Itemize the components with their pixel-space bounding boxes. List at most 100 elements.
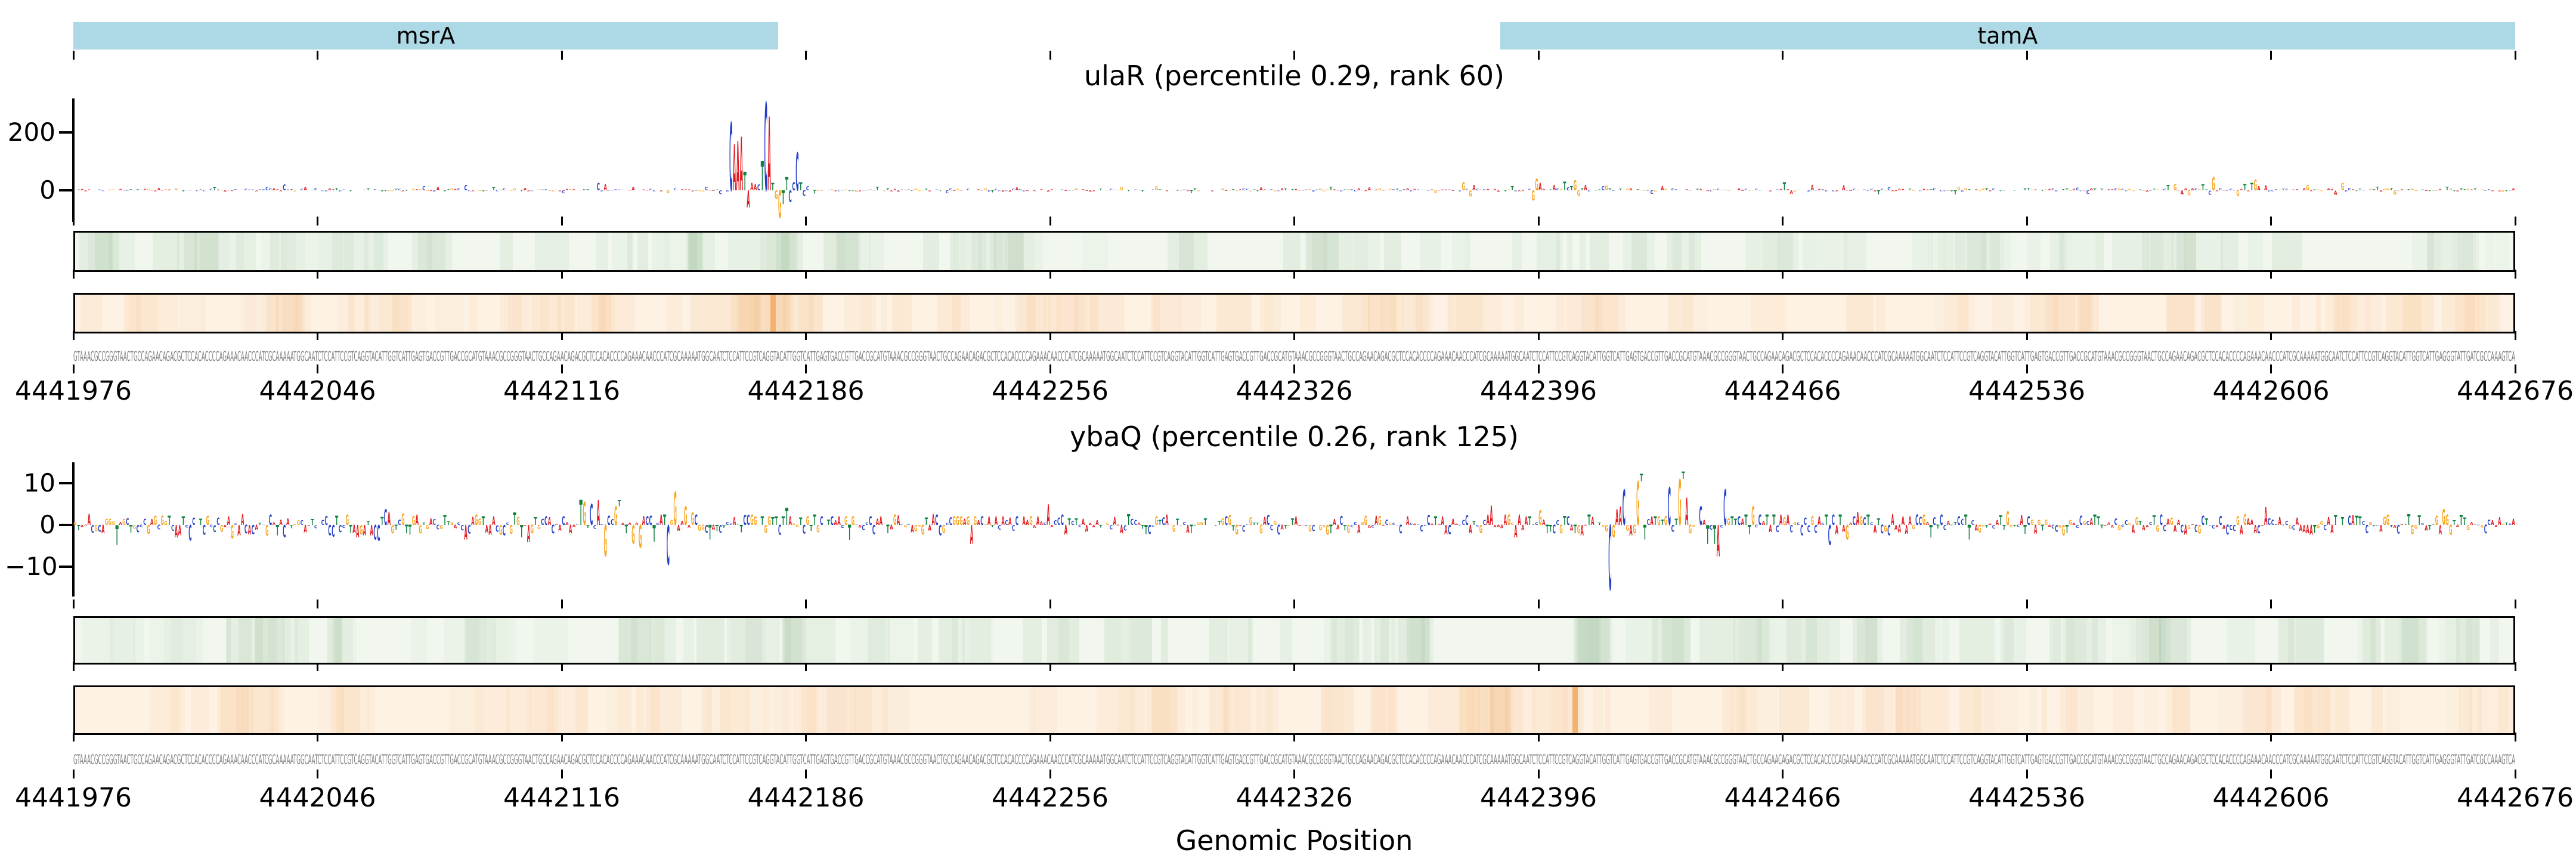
logo-letter: A — [273, 521, 275, 526]
band-stripe — [667, 295, 683, 332]
band-stripe — [652, 233, 671, 270]
band-stripe — [1151, 687, 1179, 733]
logo-letter: A — [178, 523, 181, 539]
band-stripe — [449, 687, 484, 733]
logo-letter: T — [2002, 190, 2006, 191]
band-stripe — [2490, 618, 2500, 663]
band-stripe — [2357, 618, 2380, 663]
logo-letter: T — [652, 520, 655, 548]
logo-letter: A — [1542, 519, 1545, 527]
x-tick-label: 4442256 — [992, 783, 1109, 813]
logo-letter: A — [2512, 517, 2515, 527]
band-stripe — [512, 295, 522, 332]
logo-letter: T — [2066, 524, 2069, 536]
logo-letter: C — [209, 525, 212, 527]
logo-letter: T — [1950, 190, 1955, 193]
logo-letter: C — [2421, 523, 2424, 526]
logo-letter: G — [1323, 525, 1326, 528]
logo-letter: T — [886, 523, 890, 536]
logo-letter: T — [695, 190, 698, 191]
band-stripe — [2402, 618, 2426, 663]
logo-letter: G — [1978, 190, 1981, 191]
band-stripe — [270, 233, 296, 270]
logo-letter: C — [137, 524, 140, 536]
logo-letter: A — [2400, 189, 2404, 191]
band-stripe — [760, 233, 797, 270]
logo-letter: C — [980, 515, 983, 529]
logo-letter: A — [628, 190, 632, 191]
logo-letter: A — [688, 524, 691, 529]
logo-letter: A — [304, 186, 307, 191]
logo-letter: G — [122, 517, 125, 527]
band-stripe — [645, 687, 661, 733]
logo-letter: A — [1368, 186, 1371, 191]
logo-letter: G — [750, 512, 753, 529]
axis-tick — [805, 270, 807, 279]
logo-letter: A — [527, 190, 530, 192]
band-stripe — [1907, 618, 1936, 663]
logo-letter: A — [2181, 189, 2184, 196]
gene-label-msrA: msrA — [396, 23, 456, 49]
logo-letter: A — [646, 190, 649, 191]
band-stripe — [1247, 618, 1253, 663]
band-stripe — [1354, 233, 1381, 270]
logo-letter: A — [304, 524, 307, 536]
logo-letter: C — [865, 522, 868, 526]
logo-letter: T — [513, 509, 516, 529]
logo-letter: T — [2460, 189, 2463, 191]
x-tick-label: 4441976 — [15, 783, 132, 813]
logo-letter: A — [2264, 184, 2268, 192]
logo-letter: T — [534, 515, 538, 528]
band-stripe — [2362, 618, 2381, 663]
band-stripe — [2498, 687, 2513, 733]
band-stripe — [236, 687, 246, 733]
logo-letter: C — [1758, 513, 1761, 529]
logo-letter: T — [335, 513, 338, 528]
logo-letter: G — [412, 514, 415, 528]
axis-tick — [805, 662, 807, 671]
logo-letter: G — [1664, 514, 1667, 528]
genomic-sequence-text: GTAAACGCCGGGTAACTGCCAGAACAGACGCTCCACACCC… — [73, 753, 2515, 768]
logo-letter: G — [440, 524, 443, 531]
logo-letter: C — [457, 521, 460, 526]
logo-letter: A — [1302, 190, 1305, 191]
logo-letter: C — [611, 517, 614, 527]
logo-letter: C — [1402, 189, 1405, 191]
logo-letter: C — [2114, 189, 2117, 191]
logo-letter: G — [1221, 189, 1225, 191]
logo-letter: A — [1026, 519, 1029, 527]
axis-tick — [561, 364, 563, 373]
logo-letter: G — [2317, 524, 2320, 530]
axis-tick — [317, 51, 318, 60]
logo-letter: G — [967, 515, 970, 528]
logo-letter: A — [1263, 515, 1266, 528]
band-stripe — [720, 687, 750, 733]
logo-letter: A — [565, 522, 568, 526]
logo-letter: A — [1898, 524, 1902, 536]
logo-letter: C — [1350, 189, 1353, 191]
band-stripe — [1228, 618, 1252, 663]
band-stripe — [135, 295, 141, 332]
logo-letter: T — [2153, 189, 2157, 191]
logo-letter: A — [1615, 506, 1618, 531]
logo-letter: A — [1926, 521, 1930, 526]
logo-letter: G — [1507, 513, 1510, 529]
band-stripe — [1927, 233, 1933, 270]
band-stripe — [2402, 295, 2434, 332]
logo-letter: T — [2473, 524, 2477, 526]
band-stripe — [850, 618, 885, 663]
band-stripe — [363, 233, 384, 270]
band-stripe — [2095, 233, 2104, 270]
band-stripe — [191, 687, 209, 733]
band-stripe — [1722, 687, 1733, 733]
logo-letter: G — [1106, 523, 1110, 526]
logo-letter: C — [1354, 190, 1357, 191]
logo-letter: T — [1099, 524, 1103, 529]
band-stripe — [1818, 233, 1847, 270]
band-stripe — [612, 233, 633, 270]
logo-letter: G — [2411, 189, 2414, 191]
logo-letter: G — [2038, 519, 2041, 527]
logo-letter: T — [2313, 523, 2317, 536]
band-stripe — [1512, 233, 1522, 270]
band-stripe — [267, 295, 300, 332]
